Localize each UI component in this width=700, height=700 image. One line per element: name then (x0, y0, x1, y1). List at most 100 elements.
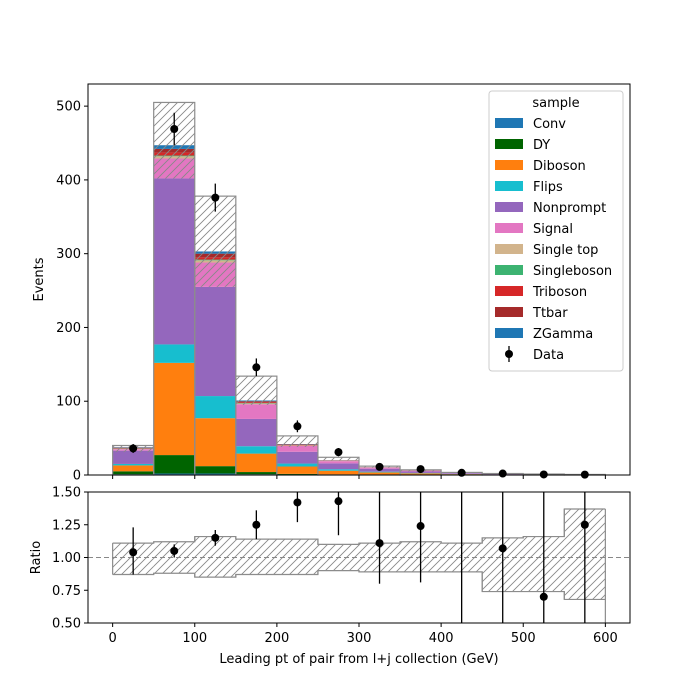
uncertainty-bin-4 (276, 435, 318, 447)
legend-swatch-nonprompt (495, 202, 523, 212)
bar-signal-bin-5 (317, 461, 359, 464)
bar-nonprompt-bin-5 (317, 463, 359, 470)
ratio-point-5 (334, 497, 343, 506)
ratio-x-ticks: 0 100 200 300 400 500 600 (108, 623, 618, 646)
legend-title: sample (532, 96, 579, 111)
main-y-tick-label-4: 400 (56, 173, 81, 188)
legend-swatch-flips (495, 181, 523, 191)
x-axis-label: Leading pt of pair from l+j collection (… (219, 652, 498, 667)
bar-dy-bin-2 (194, 466, 236, 474)
main-y-tick-label-1: 100 (56, 395, 81, 410)
ratio-uncertainty-band (112, 508, 606, 623)
ratio-panel: 0 100 200 300 400 500 600 0.50 0.75 1.00 1.25 1.50… (29, 486, 631, 667)
legend-label-ttbar: Ttbar (532, 306, 568, 321)
data-point-4 (293, 422, 302, 431)
ratio-band-bin-4 (276, 539, 318, 575)
legend-swatch-signal (495, 223, 523, 233)
data-point-7 (416, 465, 425, 474)
legend-label-singleboson: Singleboson (533, 264, 612, 279)
legend-swatch-single-top (495, 244, 523, 254)
data-point-8 (457, 468, 466, 477)
legend-swatch-triboson (495, 286, 523, 296)
data-points (129, 112, 589, 479)
legend-label-triboson: Triboson (532, 285, 587, 300)
bar-nonprompt-bin-1 (153, 178, 195, 345)
legend-data-marker (505, 350, 513, 358)
bar-flips-bin-0 (112, 463, 154, 466)
bar-diboson-bin-3 (235, 453, 277, 473)
legend-items: Conv DY Diboson Flips Nonprompt Signal Single … (495, 117, 612, 363)
bar-conv-bin-2 (194, 473, 236, 475)
bar-flips-bin-5 (317, 469, 359, 471)
data-point-3 (252, 363, 261, 372)
main-y-ticks: 0 100 200 300 400 500 (56, 100, 88, 484)
ratio-y-tick-label-1: 0.75 (52, 584, 81, 599)
bar-flips-bin-1 (153, 344, 195, 363)
bar-signal-bin-3 (235, 404, 277, 419)
bar-conv-bin-1 (153, 473, 195, 475)
legend-label-diboson: Diboson (533, 159, 586, 174)
legend-label-nonprompt: Nonprompt (533, 201, 606, 216)
bar-diboson-bin-4 (276, 466, 318, 474)
ratio-point-7 (416, 522, 425, 531)
bar-diboson-bin-1 (153, 362, 195, 456)
ratio-y-tick-label-0: 0.50 (52, 617, 81, 632)
main-histogram-panel: 0 100 200 300 400 500 Events (32, 83, 631, 484)
legend-label-signal: Signal (533, 222, 573, 237)
legend-label-data: Data (533, 348, 564, 363)
main-y-tick-label-0: 0 (73, 469, 81, 484)
bar-flips-bin-2 (194, 396, 236, 419)
ratio-x-tick-label-5: 500 (511, 631, 536, 646)
ratio-point-11 (580, 520, 589, 529)
ratio-x-tick-label-3: 300 (347, 631, 372, 646)
legend-swatch-dy (495, 139, 523, 149)
bar-nonprompt-bin-2 (194, 286, 236, 397)
legend-label-dy: DY (533, 138, 550, 153)
data-point-6 (375, 462, 384, 471)
uncertainty-bin-3 (235, 376, 277, 405)
bar-flips-bin-4 (276, 463, 318, 467)
bar-nonprompt-bin-4 (276, 451, 318, 464)
ratio-y-tick-label-4: 1.50 (52, 486, 81, 501)
data-point-5 (334, 448, 343, 457)
data-point-9 (498, 469, 507, 478)
legend-swatch-ttbar (495, 307, 523, 317)
ratio-x-tick-label-4: 400 (429, 631, 454, 646)
bar-diboson-bin-6 (359, 472, 401, 475)
main-y-axis-label: Events (32, 257, 47, 301)
ratio-point-3 (252, 520, 261, 529)
ratio-point-1 (170, 546, 179, 555)
ratio-y-tick-label-3: 1.25 (52, 518, 81, 533)
main-y-tick-label-5: 500 (56, 100, 81, 115)
bar-diboson-bin-7 (400, 473, 442, 475)
ratio-band-bin-3 (235, 539, 277, 575)
legend-swatch-singleboson (495, 265, 523, 275)
bar-dy-bin-0 (112, 471, 154, 475)
legend-label-flips: Flips (533, 180, 563, 195)
bar-dy-bin-1 (153, 455, 195, 474)
main-y-tick-label-2: 200 (56, 321, 81, 336)
bar-dy-bin-4 (276, 473, 318, 475)
ratio-point-6 (375, 539, 384, 548)
legend-swatch-zgamma (495, 328, 523, 338)
data-point-0 (129, 444, 138, 453)
ratio-point-9 (498, 544, 507, 553)
bar-signal-bin-4 (276, 445, 318, 452)
main-y-tick-label-3: 300 (56, 247, 81, 262)
bar-flips-bin-6 (359, 471, 401, 473)
ratio-x-tick-label-0: 0 (108, 631, 116, 646)
bar-dy-bin-3 (235, 472, 277, 475)
ratio-y-tick-label-2: 1.00 (52, 551, 81, 566)
ratio-x-tick-label-1: 100 (182, 631, 207, 646)
legend-label-conv: Conv (533, 117, 566, 132)
ratio-point-0 (129, 548, 138, 557)
data-point-1 (170, 125, 179, 134)
ratio-point-2 (211, 533, 220, 542)
ratio-point-10 (539, 592, 548, 601)
legend-swatch-conv (495, 118, 523, 128)
main-x-ticks (112, 475, 606, 479)
bar-nonprompt-bin-0 (112, 450, 154, 464)
legend-swatch-diboson (495, 160, 523, 170)
ratio-points (129, 492, 589, 623)
bar-flips-bin-3 (235, 446, 277, 454)
